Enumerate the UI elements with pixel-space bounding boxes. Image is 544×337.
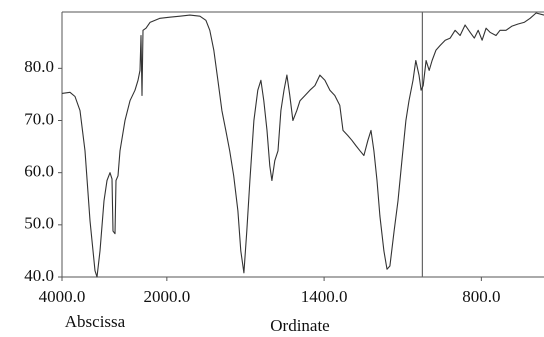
corner-label: Abscissa xyxy=(65,312,126,331)
x-tick-label: 4000.0 xyxy=(39,287,86,306)
spectrum-line xyxy=(61,12,544,278)
x-tick-label: 2000.0 xyxy=(143,287,190,306)
x-tick-label: 800.0 xyxy=(462,287,500,306)
x-axis-label: Ordinate xyxy=(270,316,329,335)
y-tick-label: 80.0 xyxy=(24,57,54,76)
y-tick-label: 40.0 xyxy=(24,266,54,285)
x-tick-label: 1400.0 xyxy=(301,287,348,306)
y-tick-label: 60.0 xyxy=(24,162,54,181)
y-tick-label: 70.0 xyxy=(24,109,54,128)
y-tick-label: 50.0 xyxy=(24,214,54,233)
